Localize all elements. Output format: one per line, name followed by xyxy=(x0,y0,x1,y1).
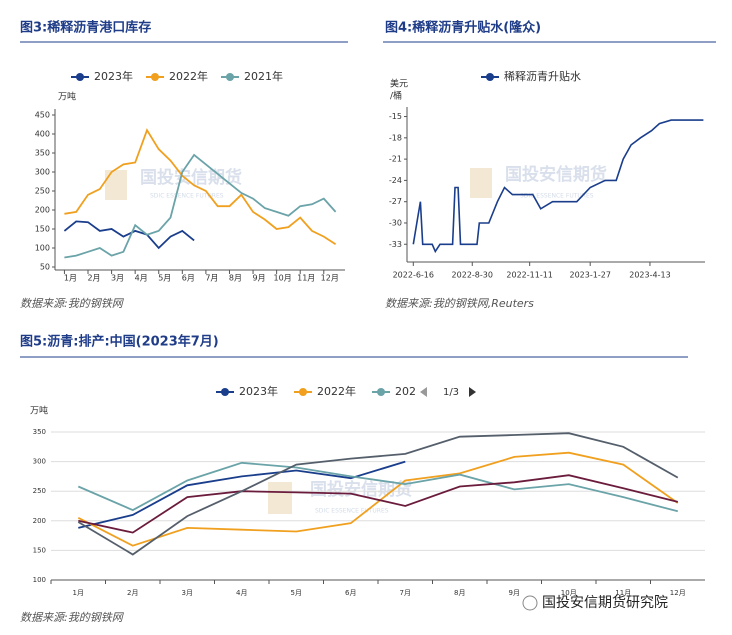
y-tick-label: -24 xyxy=(389,176,402,185)
logo xyxy=(105,170,127,200)
legend-swatch xyxy=(299,388,307,396)
x-tick-label: 10月 xyxy=(274,274,292,283)
y-tick-label: 350 xyxy=(33,428,46,436)
chart-title: 图5:沥青:排产:中国(2023年7月) xyxy=(20,334,219,350)
series-line xyxy=(77,461,679,513)
legend-swatch xyxy=(151,73,159,81)
legend-label: 202 xyxy=(395,385,416,398)
y-tick-label: 250 xyxy=(33,487,46,495)
chart-title: 图4:稀释沥青升贴水(隆众) xyxy=(385,20,541,36)
x-tick-label: 12月 xyxy=(321,274,339,283)
x-tick-label: 8月 xyxy=(229,274,242,283)
y-tick-label: 200 xyxy=(35,206,50,215)
y-tick-label: 100 xyxy=(33,576,46,584)
x-tick-label: 2022-6-16 xyxy=(393,271,434,280)
x-tick-label: 5月 xyxy=(291,589,302,597)
y-axis-label: 万吨 xyxy=(58,91,76,103)
watermark-en: SDIC ESSENCE FUTURES xyxy=(150,193,224,200)
legend-swatch xyxy=(76,73,84,81)
footer: 国投安信期货研究院 xyxy=(542,594,668,611)
series-line xyxy=(78,474,679,534)
y-tick-label: 250 xyxy=(35,187,50,196)
y-tick-label: 400 xyxy=(35,130,50,139)
x-tick-label: 2月 xyxy=(87,274,100,283)
legend-next[interactable] xyxy=(469,387,476,397)
series-line xyxy=(63,220,195,250)
source: 数据来源:我的钢铁网,Reuters xyxy=(385,297,534,310)
watermark-en: SDIC ESSENCE FUTURES xyxy=(520,193,594,200)
watermark-en: SDIC ESSENCE FUTURES xyxy=(315,508,389,515)
x-tick-label: 4月 xyxy=(135,274,148,283)
legend-label: 2021年 xyxy=(244,69,283,83)
legend-label: 2022年 xyxy=(169,69,208,83)
wechat-icon xyxy=(522,595,538,611)
x-tick-label: 3月 xyxy=(182,589,193,597)
chart-title: 图3:稀释沥青港口库存 xyxy=(20,20,151,36)
legend-label: 2023年 xyxy=(239,384,278,398)
legend-swatch xyxy=(377,388,385,396)
x-tick-label: 11月 xyxy=(615,589,631,597)
legend-prev[interactable] xyxy=(420,387,427,397)
source: 数据来源:我的钢铁网 xyxy=(20,297,125,310)
series-line xyxy=(77,432,679,556)
x-tick-label: 6月 xyxy=(345,589,356,597)
x-tick-label: 12月 xyxy=(670,589,686,597)
x-tick-label: 10月 xyxy=(561,589,577,597)
y-tick-label: -21 xyxy=(389,155,402,164)
y-tick-label: 450 xyxy=(35,111,50,120)
y-tick-label: 150 xyxy=(35,225,50,234)
watermark: 国投安信期货 xyxy=(140,167,242,188)
x-tick-label: 11月 xyxy=(297,274,315,283)
y-tick-label: -15 xyxy=(389,112,402,121)
y-tick-label: -27 xyxy=(389,197,402,206)
y-tick-label: 50 xyxy=(40,263,50,272)
x-tick-label: 5月 xyxy=(158,274,171,283)
legend-swatch xyxy=(226,73,234,81)
x-tick-label: 9月 xyxy=(253,274,266,283)
legend-label: 稀释沥青升贴水 xyxy=(504,69,581,83)
series-line xyxy=(64,153,337,259)
legend-label: 2022年 xyxy=(317,384,356,398)
x-tick-label: 1月 xyxy=(73,589,84,597)
source: 数据来源:我的钢铁网 xyxy=(20,611,125,624)
x-tick-label: 6月 xyxy=(182,274,195,283)
logo xyxy=(470,168,492,198)
series-line xyxy=(64,128,337,245)
logo xyxy=(268,482,292,514)
y-tick-label: -30 xyxy=(389,218,402,227)
y-tick-label: -18 xyxy=(389,133,402,142)
legend-page: 1/3 xyxy=(443,387,459,398)
legend-swatch xyxy=(221,388,229,396)
x-tick-label: 3月 xyxy=(111,274,124,283)
x-tick-label: 8月 xyxy=(454,589,465,597)
legend-label: 2023年 xyxy=(94,69,133,83)
x-tick-label: 2022-11-11 xyxy=(506,271,553,280)
legend-swatch xyxy=(486,73,494,81)
y-axis-label: 美元 xyxy=(390,78,408,90)
x-tick-label: 2月 xyxy=(127,589,138,597)
x-tick-label: 4月 xyxy=(236,589,247,597)
series-line xyxy=(77,451,679,547)
y-tick-label: 200 xyxy=(33,517,46,525)
x-tick-label: 2022-8-30 xyxy=(452,271,493,280)
x-tick-label: 9月 xyxy=(509,589,520,597)
x-tick-label: 7月 xyxy=(205,274,218,283)
y-tick-label: 300 xyxy=(35,168,50,177)
x-tick-label: 2023-1-27 xyxy=(570,271,611,280)
y-axis-label: /桶 xyxy=(390,90,402,102)
y-axis-label: 万吨 xyxy=(30,405,48,417)
y-tick-label: 350 xyxy=(35,149,50,158)
x-tick-label: 7月 xyxy=(400,589,411,597)
series-line xyxy=(78,460,406,529)
watermark: 国投安信期货 xyxy=(505,164,607,185)
y-tick-label: 100 xyxy=(35,244,50,253)
y-tick-label: -33 xyxy=(389,240,402,249)
x-tick-label: 1月 xyxy=(64,274,77,283)
y-tick-label: 150 xyxy=(33,546,46,554)
series-line xyxy=(412,119,704,254)
x-tick-label: 2023-4-13 xyxy=(629,271,670,280)
y-tick-label: 300 xyxy=(33,458,46,466)
